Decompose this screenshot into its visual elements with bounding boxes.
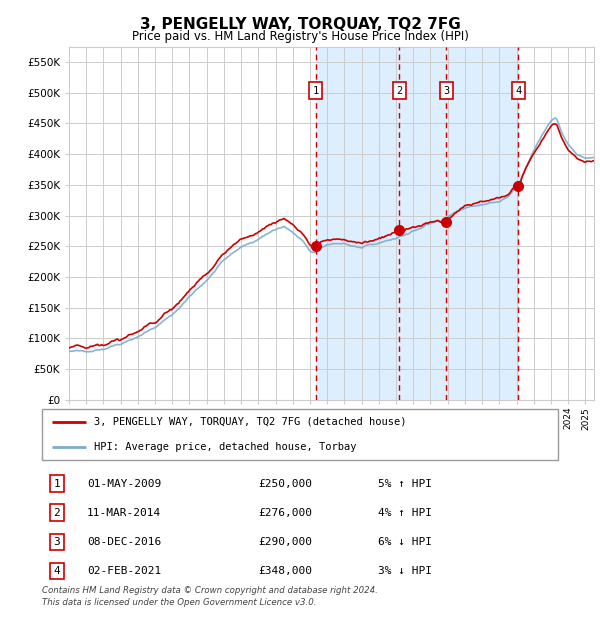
Text: 08-DEC-2016: 08-DEC-2016 [87, 537, 161, 547]
Bar [316, 46, 518, 400]
FancyBboxPatch shape [42, 409, 558, 460]
Text: 3: 3 [443, 86, 449, 95]
Text: 4: 4 [53, 566, 61, 576]
Text: This data is licensed under the Open Government Licence v3.0.: This data is licensed under the Open Gov… [42, 598, 317, 607]
Text: £290,000: £290,000 [258, 537, 312, 547]
Text: 2: 2 [396, 86, 403, 95]
Text: 3, PENGELLY WAY, TORQUAY, TQ2 7FG (detached house): 3, PENGELLY WAY, TORQUAY, TQ2 7FG (detac… [94, 417, 406, 427]
Text: HPI: Average price, detached house, Torbay: HPI: Average price, detached house, Torb… [94, 442, 356, 453]
Text: 3, PENGELLY WAY, TORQUAY, TQ2 7FG: 3, PENGELLY WAY, TORQUAY, TQ2 7FG [140, 17, 460, 32]
Text: 3: 3 [53, 537, 61, 547]
Text: 6% ↓ HPI: 6% ↓ HPI [378, 537, 432, 547]
Text: 01-MAY-2009: 01-MAY-2009 [87, 479, 161, 489]
Text: 11-MAR-2014: 11-MAR-2014 [87, 508, 161, 518]
Text: Contains HM Land Registry data © Crown copyright and database right 2024.: Contains HM Land Registry data © Crown c… [42, 586, 378, 595]
Text: 02-FEB-2021: 02-FEB-2021 [87, 566, 161, 576]
Text: 2: 2 [53, 508, 61, 518]
Text: 5% ↑ HPI: 5% ↑ HPI [378, 479, 432, 489]
Text: £348,000: £348,000 [258, 566, 312, 576]
Text: £276,000: £276,000 [258, 508, 312, 518]
Text: 1: 1 [53, 479, 61, 489]
Text: Price paid vs. HM Land Registry's House Price Index (HPI): Price paid vs. HM Land Registry's House … [131, 30, 469, 43]
Text: 4% ↑ HPI: 4% ↑ HPI [378, 508, 432, 518]
Text: 1: 1 [313, 86, 319, 95]
Text: 4: 4 [515, 86, 521, 95]
Text: 3% ↓ HPI: 3% ↓ HPI [378, 566, 432, 576]
Text: £250,000: £250,000 [258, 479, 312, 489]
